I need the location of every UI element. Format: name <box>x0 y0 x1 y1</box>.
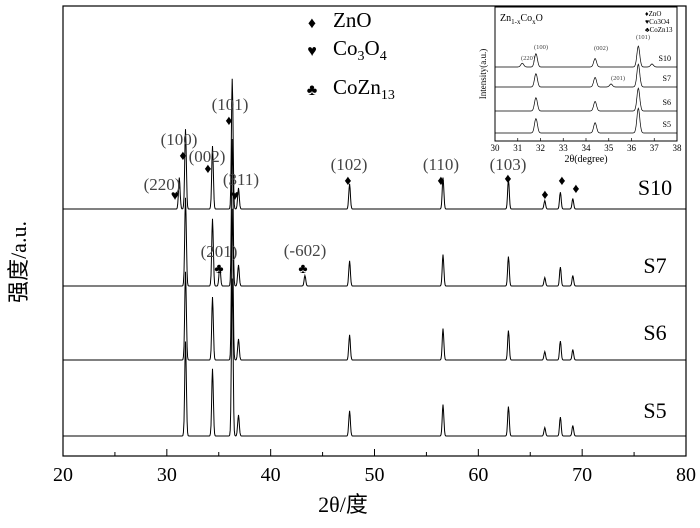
inset-series-label-s10: S10 <box>659 54 671 63</box>
peak-marker-9: ♣ <box>214 262 223 277</box>
inset-annotations: (100) (220) (002) (101) (201) <box>521 34 650 82</box>
series-label-s10: S10 <box>638 175 672 200</box>
inset-x-tick-label-34: 34 <box>582 143 592 153</box>
peak-marker-10: ♣ <box>298 262 307 277</box>
peak-label-4: (101) <box>212 95 249 114</box>
series-label-s7: S7 <box>643 253 666 278</box>
peak-marker-2: ♥ <box>171 189 179 204</box>
x-tick-label-70: 70 <box>572 464 592 486</box>
peak-label-2: (220) <box>144 175 181 194</box>
main-annotations: (100)♦(220)♥(002)♦(101)♦(311)♥(102)♦(110… <box>144 95 580 277</box>
series-line-s10 <box>63 78 686 210</box>
peak-marker-3: ♦ <box>204 162 211 177</box>
inset-series-line-s5 <box>495 107 677 134</box>
inset-peak-label-1: (100) <box>534 44 548 51</box>
peak-label-5: (311) <box>223 170 259 189</box>
inset-legend-zno: ♦ZnO <box>645 10 661 18</box>
inset-x-axis-label: 2θ(degree) <box>564 154 607 165</box>
peak-label-9: (201) <box>201 242 238 261</box>
peak-label-6: (102) <box>331 155 368 174</box>
inset-x-tick-label-38: 38 <box>673 143 683 153</box>
x-tick-label-30: 30 <box>157 464 177 486</box>
inset-legend-cozn13: ♣CoZn13 <box>645 26 673 34</box>
peak-marker-4: ♦ <box>225 114 232 129</box>
x-axis-label: 2θ/度 <box>318 492 368 517</box>
x-tick-label-40: 40 <box>261 464 281 486</box>
inset-series-label-s7: S7 <box>663 74 671 83</box>
peak-marker-6: ♦ <box>344 174 351 189</box>
peak-label-10: (-602) <box>284 241 326 260</box>
series-line-s5 <box>63 278 686 437</box>
peak-marker-5: ♥ <box>231 189 239 204</box>
series-line-s6 <box>63 208 686 361</box>
legend: ♦ ZnO ♥ Co3O4 ♣ CoZn13 <box>307 8 395 103</box>
peak-marker-7: ♦ <box>437 174 444 189</box>
inset-x-tick-label-31: 31 <box>513 143 522 153</box>
inset-x-tick-label-33: 33 <box>559 143 569 153</box>
inset-series-group: S10 S7 S6 S5 <box>495 45 677 134</box>
inset-series-label-s5: S5 <box>663 120 671 129</box>
inset-y-axis-label: Intensity(a.u.) <box>478 49 488 99</box>
inset-x-tick-label-30: 30 <box>491 143 501 153</box>
peak-label-8: (103) <box>490 155 527 174</box>
inset-x-tick-label-36: 36 <box>627 143 637 153</box>
inset-x-tick-label-32: 32 <box>536 143 545 153</box>
inset-legend-co3o4: ♥Co3O4 <box>645 18 670 26</box>
zno-marker-extra-3: ♦ <box>572 182 579 197</box>
inset-x-tick-label-35: 35 <box>604 143 614 153</box>
legend-symbol-co3o4: ♥ <box>307 43 317 60</box>
legend-label-cozn13: CoZn13 <box>333 75 395 103</box>
peak-label-3: (002) <box>189 147 226 166</box>
series-line-s7 <box>63 138 686 287</box>
inset-series-line-s10 <box>495 45 677 68</box>
zno-marker-extra-1: ♦ <box>541 188 548 203</box>
inset-x-tick-label-37: 37 <box>650 143 660 153</box>
inset-series-line-s6 <box>495 87 677 112</box>
x-tick-label-80: 80 <box>676 464 696 486</box>
main-series-group: S10 S7 S6 S5 <box>63 78 686 437</box>
x-tick-label-50: 50 <box>365 464 385 486</box>
inset-series-line-s7 <box>495 63 677 88</box>
legend-symbol-zno: ♦ <box>308 15 316 32</box>
legend-label-zno: ZnO <box>333 8 372 32</box>
legend-symbol-cozn13: ♣ <box>307 82 318 99</box>
x-tick-label-20: 20 <box>53 464 73 486</box>
inset-peak-label-2: (220) <box>521 55 535 62</box>
main-x-ticks: 20 30 40 50 60 70 80 <box>53 449 696 486</box>
series-label-s5: S5 <box>643 398 666 423</box>
series-label-s6: S6 <box>643 320 666 345</box>
inset-plot-frame <box>494 6 678 142</box>
zno-marker-extra-2: ♦ <box>558 174 565 189</box>
peak-marker-1: ♦ <box>179 149 186 164</box>
inset-peak-label-4: (101) <box>636 34 650 41</box>
inset-peak-label-3: (002) <box>594 45 608 52</box>
peak-label-1: (100) <box>161 130 198 149</box>
legend-label-co3o4: Co3O4 <box>333 36 387 64</box>
peak-marker-8: ♦ <box>504 172 511 187</box>
inset-peak-label-5: (201) <box>611 75 625 82</box>
x-tick-label-60: 60 <box>468 464 488 486</box>
inset-x-ticks: 30 31 32 33 34 35 36 37 38 <box>491 138 683 153</box>
peak-label-7: (110) <box>423 155 459 174</box>
y-axis-label: 强度/a.u. <box>6 221 31 303</box>
inset-series-label-s6: S6 <box>663 98 671 107</box>
